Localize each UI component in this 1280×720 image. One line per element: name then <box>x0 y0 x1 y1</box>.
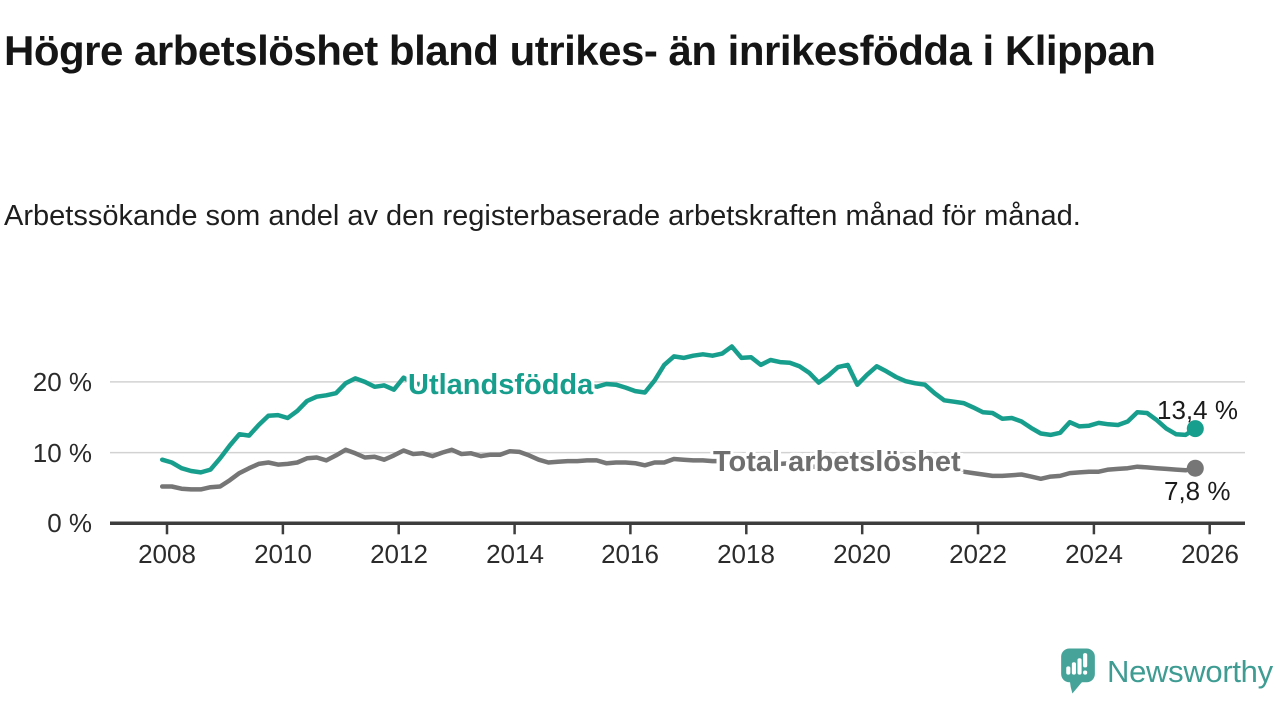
x-axis-tick-label: 2012 <box>370 539 428 569</box>
x-axis-tick-label: 2020 <box>833 539 891 569</box>
x-axis-tick-label: 2010 <box>254 539 312 569</box>
x-axis-tick-label: 2008 <box>138 539 196 569</box>
x-axis-tick-label: 2014 <box>486 539 544 569</box>
newsworthy-brand-text: Newsworthy <box>1107 654 1273 689</box>
series-label-utlandsfodda: Utlandsfödda <box>408 369 594 401</box>
newsworthy-logo: Newsworthy <box>1058 648 1273 695</box>
y-axis-tick-label: 20 % <box>32 367 92 397</box>
y-axis-tick-label: 10 % <box>32 438 92 468</box>
end-value-label-utlandsfodda: 13,4 % <box>1157 395 1238 425</box>
x-axis-tick-label: 2026 <box>1181 539 1239 569</box>
newsworthy-speech-bubble-chart-icon <box>1061 648 1095 694</box>
series-end-dot-1 <box>1186 459 1204 477</box>
x-axis-tick-label: 2016 <box>601 539 659 569</box>
series-label-total-arbetsloshet: Total arbetslöshet <box>713 446 961 478</box>
series-line-1 <box>159 447 1198 492</box>
end-value-label-total: 7,8 % <box>1164 476 1231 506</box>
series-end-dot-0 <box>1186 420 1204 438</box>
y-axis-tick-label: 0 % <box>47 508 92 538</box>
x-axis-tick-label: 2022 <box>949 539 1007 569</box>
x-axis-tick-label: 2024 <box>1065 539 1123 569</box>
chart-subtitle: Arbetssökande som andel av den registerb… <box>4 200 1081 232</box>
chart-title: Högre arbetslöshet bland utrikes- än inr… <box>4 27 1156 74</box>
x-axis-tick-label: 2018 <box>717 539 775 569</box>
series-line-0 <box>159 344 1198 475</box>
